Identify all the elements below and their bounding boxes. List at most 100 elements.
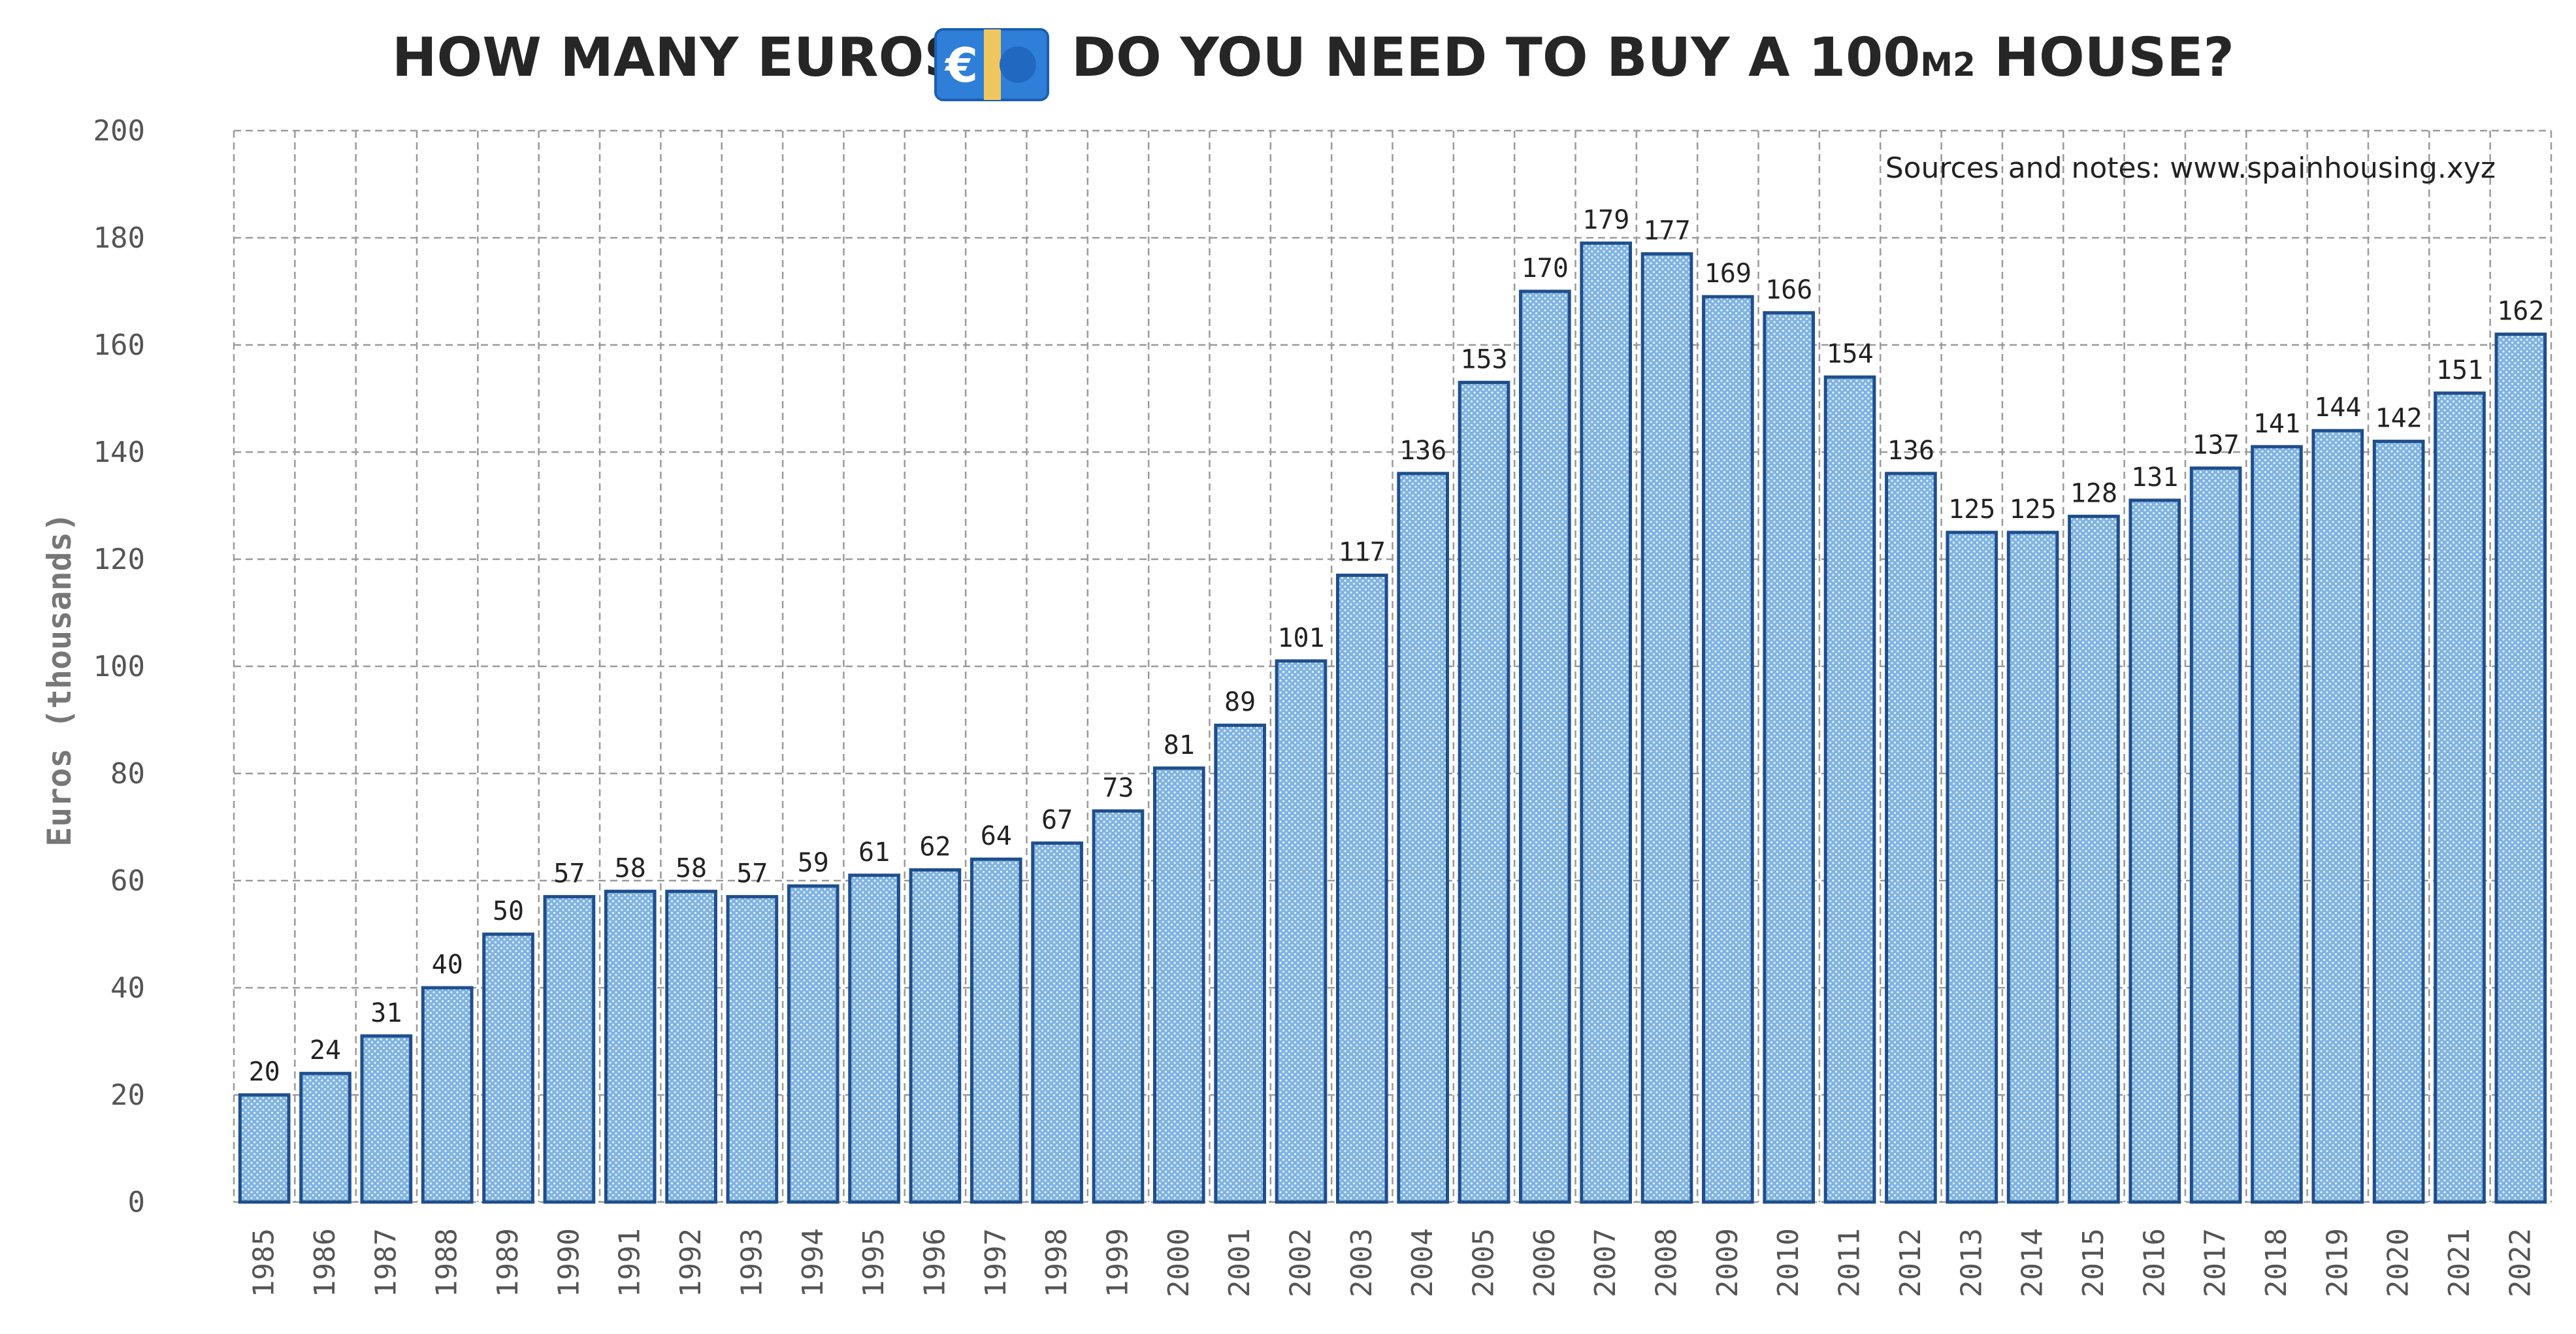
grid <box>233 129 2552 1203</box>
bar-1989 <box>482 932 534 1204</box>
bar-2020 <box>2372 440 2425 1204</box>
title-part-1: HOW MANY EUROS <box>392 27 962 89</box>
y-axis-ticks: 0 20 40 60 80 100 120 140 160 180 200 <box>93 114 145 1219</box>
value-label-1994: 59 <box>798 848 829 878</box>
y-tick-label: 180 <box>93 221 145 255</box>
bar-1994 <box>787 884 840 1204</box>
value-label-2016: 131 <box>2131 463 2178 493</box>
x-tick-label-2021: 2021 <box>2443 1228 2476 1297</box>
bar-2005 <box>1458 380 1510 1204</box>
bar-2016 <box>2128 498 2181 1204</box>
value-label-2019: 144 <box>2314 393 2361 423</box>
source-note: Sources and notes: www.spainhousing.xyz <box>1885 152 2496 185</box>
value-label-2014: 125 <box>2009 495 2056 525</box>
value-label-2011: 154 <box>1826 339 1873 369</box>
title-part-2: DO YOU NEED TO BUY A 100 <box>1071 27 1920 89</box>
x-axis-ticks: 1985 1986 1987 1988 1989 1990 1991 1992 1993 1994… <box>248 1228 2537 1297</box>
x-tick-label-2005: 2005 <box>1467 1228 1501 1297</box>
y-axis-title: Euros (thousands) <box>41 512 78 847</box>
bar-2019 <box>2311 429 2364 1204</box>
value-label-1990: 57 <box>553 859 585 889</box>
x-tick-label-2003: 2003 <box>1345 1228 1378 1297</box>
value-label-2001: 89 <box>1224 687 1256 717</box>
x-tick-label-2014: 2014 <box>2016 1228 2049 1297</box>
bar-1997 <box>970 857 1022 1204</box>
y-tick-label: 80 <box>110 757 145 790</box>
value-label-2022: 162 <box>2497 297 2544 327</box>
bar-1986 <box>299 1071 351 1204</box>
bar-2007 <box>1580 241 1633 1204</box>
bar-2000 <box>1152 766 1205 1204</box>
x-tick-label-2018: 2018 <box>2260 1228 2293 1297</box>
y-tick-label: 20 <box>110 1079 145 1112</box>
x-tick-label-1990: 1990 <box>552 1228 585 1297</box>
x-tick-label-1998: 1998 <box>1040 1228 1073 1297</box>
value-label-2012: 136 <box>1887 436 1934 466</box>
value-label-1993: 57 <box>736 859 768 889</box>
bar-2004 <box>1397 472 1450 1204</box>
x-tick-label-1991: 1991 <box>613 1228 647 1297</box>
svg-text:DO YOU NEED TO BUY A 100M2 HOU: DO YOU NEED TO BUY A 100M2 HOUSE? <box>1071 27 2234 89</box>
x-tick-label-1989: 1989 <box>491 1228 525 1297</box>
value-label-2020: 142 <box>2375 404 2422 434</box>
value-label-2009: 169 <box>1704 259 1752 289</box>
bar-1998 <box>1031 841 1083 1204</box>
bar-2014 <box>2006 530 2059 1204</box>
y-tick-label: 120 <box>93 543 145 576</box>
x-tick-label-2020: 2020 <box>2382 1228 2415 1297</box>
value-label-1992: 58 <box>676 853 707 883</box>
bar-2008 <box>1640 252 1693 1204</box>
x-tick-label-1988: 1988 <box>431 1228 464 1297</box>
x-tick-label-1986: 1986 <box>308 1228 342 1297</box>
value-label-2007: 179 <box>1582 205 1629 235</box>
bar-2011 <box>1823 375 1876 1204</box>
bar-1993 <box>726 895 779 1204</box>
value-label-1999: 73 <box>1102 773 1133 803</box>
x-tick-label-2010: 2010 <box>1772 1228 1805 1297</box>
x-tick-label-1994: 1994 <box>796 1228 830 1297</box>
bar-2021 <box>2434 391 2486 1204</box>
value-label-1986: 24 <box>310 1035 341 1066</box>
value-label-2018: 141 <box>2253 409 2300 439</box>
bar-1985 <box>238 1093 291 1204</box>
value-label-2006: 170 <box>1522 253 1569 284</box>
y-tick-label: 60 <box>110 864 145 898</box>
x-tick-label-1987: 1987 <box>369 1228 402 1297</box>
x-tick-label-2000: 2000 <box>1162 1228 1196 1297</box>
x-tick-label-1992: 1992 <box>674 1228 708 1297</box>
value-label-2013: 125 <box>1948 495 1995 525</box>
y-tick-label: 200 <box>93 114 145 148</box>
y-tick-label: 100 <box>93 650 145 683</box>
value-labels: 20 24 31 40 50 57 58 58 57 59 61 62 64 67 73 81 89 101 117… <box>249 205 2545 1087</box>
bar-1999 <box>1092 809 1145 1204</box>
value-label-1988: 40 <box>432 950 463 980</box>
value-label-1997: 64 <box>981 821 1012 851</box>
x-tick-label-1985: 1985 <box>248 1228 281 1297</box>
euro-banknote-icon: € <box>934 28 1049 101</box>
bar-2013 <box>1946 530 1998 1204</box>
euro-symbol: € <box>944 38 978 93</box>
bar-2002 <box>1275 659 1328 1204</box>
chart-title: HOW MANY EUROS € DO YOU NEED TO BUY A 10… <box>392 27 2234 101</box>
x-tick-label-2013: 2013 <box>1955 1228 1988 1297</box>
x-tick-label-2022: 2022 <box>2503 1228 2537 1297</box>
svg-text:HOW MANY EUROS: HOW MANY EUROS <box>392 27 962 89</box>
bars <box>238 241 2547 1204</box>
bar-2006 <box>1519 289 1571 1204</box>
x-tick-label-2016: 2016 <box>2138 1228 2171 1297</box>
y-tick-label: 140 <box>93 436 145 469</box>
bar-2022 <box>2494 333 2547 1204</box>
value-label-2008: 177 <box>1643 216 1690 246</box>
x-tick-label-2001: 2001 <box>1223 1228 1256 1297</box>
value-label-2005: 153 <box>1460 344 1507 374</box>
y-tick-label: 160 <box>93 329 145 362</box>
y-tick-label: 40 <box>110 971 145 1005</box>
x-tick-label-1996: 1996 <box>918 1228 951 1297</box>
bar-2010 <box>1763 311 1816 1204</box>
bar-1988 <box>421 986 474 1204</box>
value-label-2017: 137 <box>2192 431 2239 461</box>
bar-2012 <box>1885 472 1937 1204</box>
x-tick-label-2007: 2007 <box>1589 1228 1622 1297</box>
x-tick-label-1993: 1993 <box>735 1228 768 1297</box>
value-label-2004: 136 <box>1399 436 1446 466</box>
